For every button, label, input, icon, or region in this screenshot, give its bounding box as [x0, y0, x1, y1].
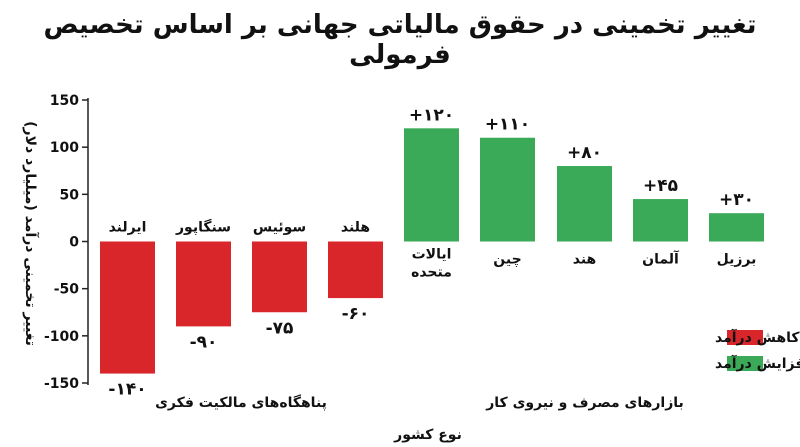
- category-label: ایالات متحده: [411, 247, 452, 281]
- bar-2: [176, 241, 231, 327]
- bar-4: [328, 241, 383, 299]
- x-axis-title: نوع کشور: [393, 427, 462, 443]
- category-label: سوئیس: [253, 220, 306, 236]
- value-label: +۴۵: [643, 176, 678, 196]
- category-label: برزیل: [717, 252, 757, 268]
- legend-swatch: [727, 330, 763, 345]
- bar-1: [100, 241, 155, 374]
- y-tick-label: 100: [50, 140, 79, 156]
- y-tick-label: -100: [44, 329, 79, 345]
- y-tick-label: 0: [69, 235, 79, 251]
- y-tick-label: -150: [44, 376, 79, 392]
- bar-9: [709, 213, 764, 242]
- bar-6: [480, 137, 535, 242]
- value-label: -۷۵: [266, 318, 294, 338]
- category-label: هلند: [341, 220, 370, 236]
- legend-label: کاهش درآمد: [715, 328, 800, 346]
- legend-swatch: [727, 356, 763, 371]
- category-label: ایرلند: [109, 220, 147, 236]
- y-axis-title: تغییر تخمینی درآمد (میلیارد دلار): [22, 121, 40, 346]
- legend-label: افزایش درآمد: [715, 354, 800, 372]
- bar-7: [557, 166, 612, 242]
- y-tick-label: -50: [54, 282, 80, 298]
- value-label: -۹۰: [190, 332, 218, 352]
- value-label: +۱۲۰: [409, 105, 454, 125]
- category-label: آلمان: [642, 250, 680, 268]
- category-label: چین: [493, 252, 521, 268]
- category-label: سنگاپور: [175, 219, 231, 236]
- y-tick-label: 150: [50, 93, 79, 109]
- value-label: -۱۴۰: [108, 380, 146, 400]
- bar-8: [633, 199, 688, 242]
- value-label: +۸۰: [567, 143, 602, 163]
- group-label: پناهگاه‌های مالکیت فکری: [155, 394, 327, 411]
- category-label: هند: [573, 252, 597, 268]
- bar-5: [404, 128, 459, 242]
- value-label: -۶۰: [342, 304, 370, 324]
- chart-title: تغییر تخمینی در حقوق مالیاتی جهانی بر اس…: [43, 10, 757, 70]
- bar-3: [252, 241, 307, 313]
- y-tick-label: 50: [60, 187, 80, 203]
- value-label: +۱۱۰: [485, 115, 530, 135]
- group-label: بازارهای مصرف و نیروی کار: [485, 395, 684, 411]
- value-label: +۳۰: [719, 190, 754, 210]
